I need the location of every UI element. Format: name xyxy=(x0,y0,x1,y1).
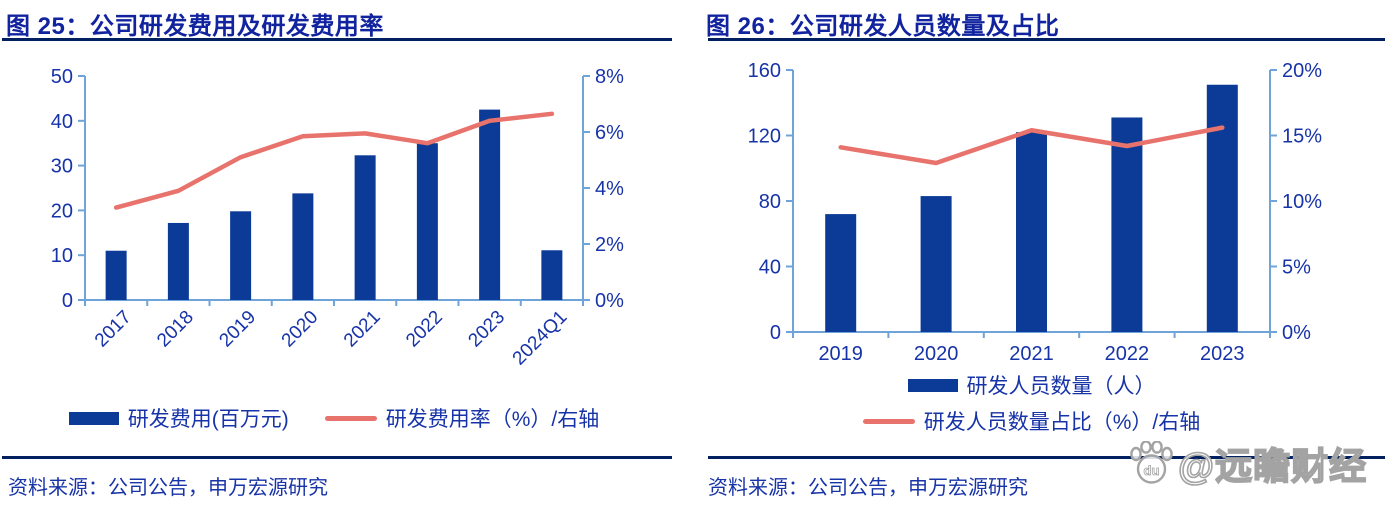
paw-icon-text: du xyxy=(1144,463,1160,478)
bar xyxy=(1111,117,1143,332)
left-axis-tick-label: 40 xyxy=(759,257,781,279)
legend-item-rd-staff-ratio-line: 研发人员数量占比（%）/右轴 xyxy=(862,406,1201,436)
left-axis-tick-label: 0 xyxy=(770,322,781,344)
bar xyxy=(105,250,127,300)
left-axis-tick-label: 160 xyxy=(748,60,781,82)
left-axis-tick-label: 40 xyxy=(51,111,73,133)
watermark-text: @远瞻财经 xyxy=(1177,445,1368,488)
line-series-swatch xyxy=(324,415,377,421)
legend-label: 研发人员数量（人） xyxy=(966,375,1156,398)
title-underline xyxy=(708,38,1385,41)
footer-rule xyxy=(2,456,672,459)
right-axis-tick-label: 5% xyxy=(1282,257,1311,279)
bar xyxy=(292,193,314,300)
figure-25-title: 图 25：公司研发费用及研发费用率 xyxy=(6,13,384,40)
line-series-swatch xyxy=(862,418,915,424)
left-axis-tick-label: 30 xyxy=(51,156,73,178)
x-axis-label: 2017 xyxy=(91,307,136,352)
bar xyxy=(167,222,189,300)
source-note: 资料来源：公司公告，申万宏源研究 xyxy=(708,477,1028,499)
right-axis-tick-label: 0% xyxy=(595,290,624,312)
footer-rule xyxy=(708,456,1385,459)
panel-rd-staff: 图 26：公司研发人员数量及占比 0 40 80 120 160 0% 5% 10% 15% 20… xyxy=(700,0,1389,511)
source-note: 资料来源：公司公告，申万宏源研究 xyxy=(8,477,328,499)
line-series xyxy=(113,111,555,210)
right-axis-tick-label: 20% xyxy=(1282,60,1322,82)
legend-item-rd-expense-rate-line: 研发费用率（%）/右轴 xyxy=(324,403,600,433)
bar xyxy=(920,196,952,332)
x-axis-label: 2023 xyxy=(1200,343,1245,365)
right-axis-tick-label: 2% xyxy=(595,234,624,256)
bar-series-swatch xyxy=(68,411,119,425)
legend-rd-expense: 研发费用(百万元) 研发费用率（%）/右轴 xyxy=(68,403,599,433)
legend-item-rd-staff-bar: 研发人员数量（人） xyxy=(907,370,1156,400)
x-axis-label: 2023 xyxy=(464,307,509,352)
x-axis-label: 2021 xyxy=(340,307,385,352)
rd-expense-chart: 0 10 20 30 40 50 0% 2% 4% 6% 8% 2017 2018 2019 2020 202… xyxy=(51,66,624,370)
right-axis-tick-label: 10% xyxy=(1282,191,1322,213)
right-axis-tick-label: 8% xyxy=(595,66,624,88)
x-axis-label: 2022 xyxy=(1105,343,1150,365)
rd-staff-chart: 0 40 80 120 160 0% 5% 10% 15% 20% 2019 2020 2021 2022… xyxy=(748,60,1323,365)
left-axis-tick-label: 120 xyxy=(748,126,781,148)
left-axis-tick-label: 0 xyxy=(62,290,73,312)
bar xyxy=(354,155,376,300)
bar xyxy=(1016,132,1047,332)
line-series xyxy=(838,125,1225,166)
bar xyxy=(1206,84,1238,332)
x-axis-label: 2018 xyxy=(153,307,198,352)
title-underline xyxy=(2,38,672,41)
legend-rd-staff-ratio: 研发人员数量占比（%）/右轴 xyxy=(793,406,1270,436)
right-axis-tick-label: 15% xyxy=(1282,126,1322,148)
x-axis-label: 2021 xyxy=(1009,343,1054,365)
left-axis-tick-label: 20 xyxy=(51,200,73,222)
x-axis-label: 2019 xyxy=(818,343,863,365)
bar xyxy=(230,211,252,300)
bar xyxy=(825,214,857,332)
legend-label: 研发费用(百万元) xyxy=(127,408,289,431)
x-axis-label: 2020 xyxy=(278,307,323,352)
right-axis-tick-label: 6% xyxy=(595,122,624,144)
legend-label: 研发费用率（%）/右轴 xyxy=(385,408,600,431)
left-axis-tick-label: 50 xyxy=(51,66,73,88)
baidu-paw-icon: du xyxy=(1130,441,1173,484)
watermark: du @远瞻财经 xyxy=(1128,436,1367,490)
legend-label: 研发人员数量占比（%）/右轴 xyxy=(923,411,1201,434)
legend-rd-staff-count: 研发人员数量（人） xyxy=(793,370,1270,400)
x-axis-label: 2024Q1 xyxy=(509,307,572,370)
x-axis-label: 2019 xyxy=(215,307,260,352)
x-axis-label: 2022 xyxy=(402,307,447,352)
legend-item-rd-expense-bar: 研发费用(百万元) xyxy=(68,403,289,433)
figure-26-title: 图 26：公司研发人员数量及占比 xyxy=(706,13,1060,40)
left-axis-tick-label: 80 xyxy=(759,191,781,213)
left-axis-tick-label: 10 xyxy=(51,245,73,267)
bar xyxy=(416,143,438,300)
x-axis-label: 2020 xyxy=(914,343,959,365)
right-axis-tick-label: 0% xyxy=(1282,322,1311,344)
bar-series-swatch xyxy=(907,378,958,392)
right-axis-tick-label: 4% xyxy=(595,178,624,200)
panel-rd-expense: 图 25：公司研发费用及研发费用率 0 10 20 30 40 50 0% 2% 4% 6% 8% 2… xyxy=(0,0,690,511)
bar xyxy=(541,250,563,300)
bar xyxy=(479,109,501,300)
